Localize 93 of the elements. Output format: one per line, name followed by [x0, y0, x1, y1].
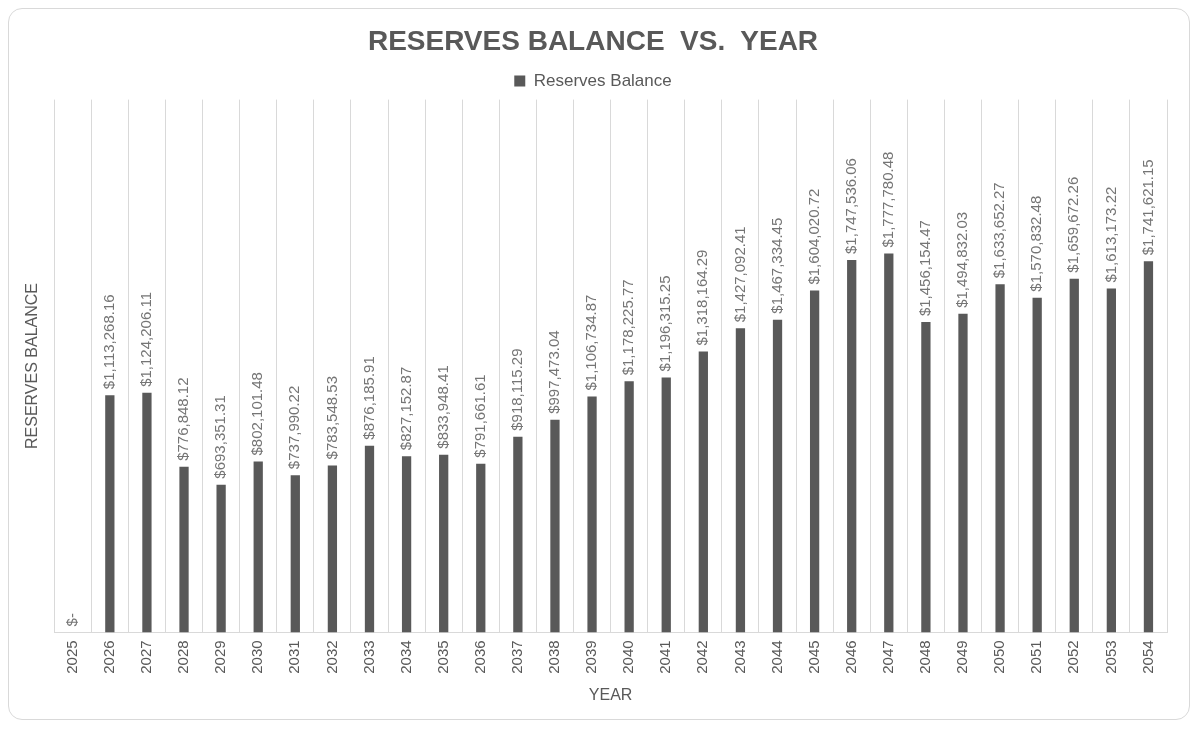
bar — [921, 322, 931, 633]
legend-label: Reserves Balance — [533, 70, 672, 90]
x-tick-label: 2046 — [841, 640, 859, 674]
x-tick-label: 2047 — [878, 640, 896, 674]
bar — [550, 419, 560, 633]
data-label: $783,548.53 — [322, 376, 340, 460]
data-label: $802,101.48 — [248, 372, 266, 456]
data-label: $776,848.12 — [174, 377, 192, 461]
bar — [847, 259, 857, 633]
bar — [1106, 288, 1116, 633]
x-tick-label: 2026 — [99, 640, 117, 674]
bar — [698, 351, 708, 633]
data-label: $1,747,536.06 — [841, 158, 859, 254]
bar — [735, 328, 746, 633]
chart-title: RESERVES BALANCE VS. YEAR — [367, 24, 819, 56]
data-label: $1,494,832.03 — [953, 211, 971, 308]
x-tick-label: 2025 — [62, 640, 80, 674]
bar — [439, 454, 449, 633]
x-tick-label: 2032 — [322, 640, 340, 674]
bar — [1032, 297, 1042, 633]
bar — [253, 461, 263, 633]
data-label: $- — [62, 613, 80, 627]
data-label: $1,456,154.47 — [916, 220, 934, 317]
data-label: $791,661.61 — [470, 374, 488, 458]
bar — [661, 377, 671, 633]
x-tick-label: 2028 — [174, 640, 192, 674]
x-tick-label: 2037 — [508, 640, 526, 674]
bar — [105, 395, 115, 633]
x-tick-label: 2044 — [767, 640, 785, 674]
data-label: $1,427,092.41 — [730, 226, 748, 323]
bar — [216, 484, 226, 633]
bar — [142, 392, 152, 633]
x-tick-label: 2043 — [730, 640, 748, 674]
bar — [290, 475, 300, 633]
data-label: $693,351.31 — [211, 395, 229, 479]
bar — [513, 436, 523, 633]
x-tick-label: 2040 — [619, 640, 637, 674]
data-label: $833,948.41 — [433, 365, 451, 449]
data-label: $997,473.04 — [545, 330, 563, 414]
data-label: $876,185.91 — [359, 356, 377, 440]
bar — [327, 465, 338, 633]
bar — [179, 466, 189, 633]
x-tick-label: 2050 — [990, 640, 1008, 674]
data-label: $1,613,173.22 — [1101, 186, 1119, 283]
data-label: $1,124,206.11 — [137, 292, 155, 387]
y-axis-title: RESERVES BALANCE — [23, 283, 41, 450]
x-tick-label: 2029 — [211, 640, 229, 674]
x-tick-label: 2054 — [1138, 640, 1156, 674]
data-label: $1,741,621.15 — [1138, 159, 1156, 256]
x-tick-label: 2036 — [470, 640, 488, 674]
x-tick-label: 2051 — [1027, 640, 1045, 674]
bar — [587, 396, 597, 633]
x-axis-title: YEAR — [588, 685, 633, 703]
bar — [476, 463, 486, 633]
data-label: $1,777,780.48 — [878, 151, 896, 248]
data-label: $1,633,652.27 — [990, 182, 1008, 279]
data-label: $737,990.22 — [285, 385, 303, 470]
bar — [364, 445, 375, 633]
x-tick-label: 2030 — [248, 640, 266, 674]
x-tick-label: 2035 — [433, 640, 451, 674]
data-label: $1,196,315.25 — [656, 275, 674, 372]
x-tick-label: 2041 — [656, 640, 674, 674]
bar — [1069, 278, 1079, 633]
x-tick-label: 2027 — [137, 640, 155, 674]
x-tick-label: 2049 — [953, 640, 971, 674]
x-tick-label: 2039 — [582, 640, 600, 674]
x-tick-label: 2042 — [693, 640, 711, 674]
x-tick-label: 2052 — [1064, 640, 1082, 674]
bar — [809, 290, 820, 633]
x-tick-label: 2031 — [285, 640, 303, 674]
bar — [624, 381, 634, 633]
x-tick-label: 2033 — [359, 640, 377, 674]
bar — [772, 319, 783, 633]
data-label: $1,178,225.77 — [619, 279, 637, 376]
data-label: $827,152.87 — [396, 366, 414, 451]
data-label: $1,467,334.45 — [767, 217, 785, 314]
data-label: $1,106,734.87 — [582, 294, 600, 391]
x-tick-label: 2038 — [545, 640, 563, 674]
x-tick-label: 2053 — [1101, 640, 1119, 674]
x-tick-label: 2034 — [396, 640, 414, 674]
bar — [995, 284, 1005, 633]
data-label: $1,318,164.29 — [693, 249, 711, 346]
bar — [958, 313, 968, 633]
data-label: $918,115.29 — [508, 348, 526, 431]
bar — [401, 456, 412, 633]
data-label: $1,570,832.48 — [1027, 195, 1045, 292]
data-label: $1,604,020.72 — [804, 188, 822, 285]
bar — [884, 253, 894, 633]
x-tick-label: 2045 — [804, 640, 822, 674]
data-label: $1,659,672.26 — [1064, 176, 1082, 273]
x-tick-label: 2048 — [916, 640, 934, 674]
bar — [1143, 261, 1154, 633]
data-label: $1,113,268.16 — [99, 294, 117, 390]
